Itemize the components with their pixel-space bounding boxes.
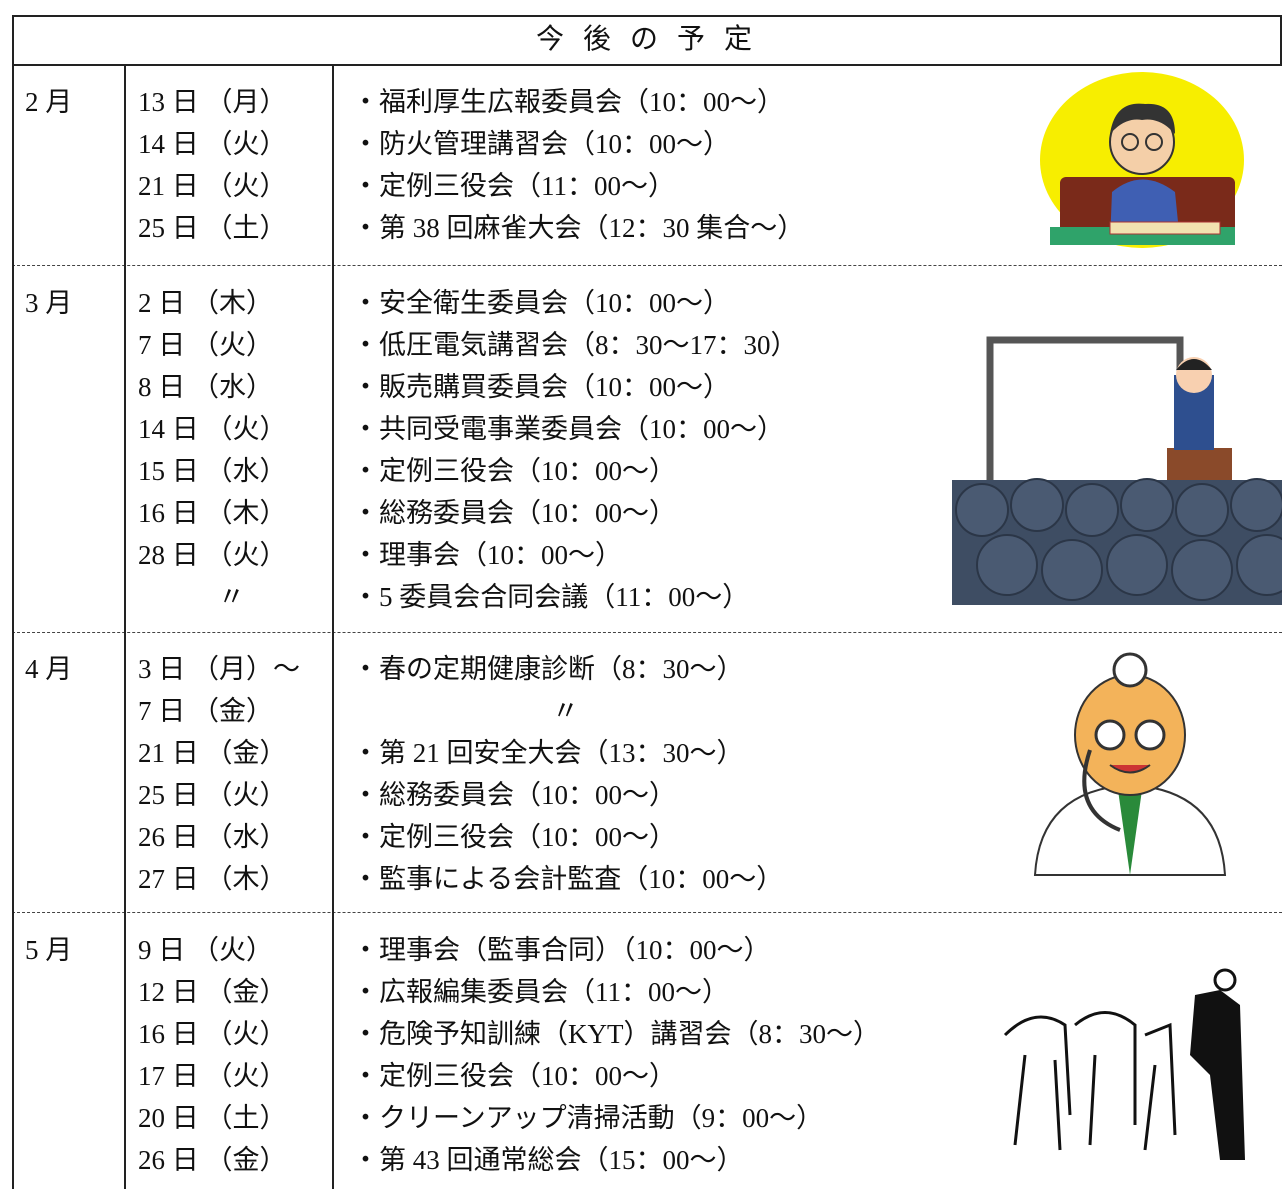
event: ・監事による会計監査（10：00～） xyxy=(352,864,784,894)
date: 14 日 （火） xyxy=(138,129,287,159)
date: 8 日 （水） xyxy=(138,372,273,402)
illustration-meeting xyxy=(1003,968,1245,1160)
date: 26 日 （水） xyxy=(138,822,287,852)
date: 25 日 （火） xyxy=(138,780,287,810)
table-border xyxy=(12,15,1282,17)
date: 12 日 （金） xyxy=(138,977,287,1007)
date: 17 日 （火） xyxy=(138,1061,287,1091)
event: ・総務委員会（10：00～） xyxy=(352,498,676,528)
event: ・防火管理講習会（10：00～） xyxy=(352,129,730,159)
date: 2 日 （木） xyxy=(138,288,273,318)
event: ・第 38 回麻雀大会（12：30 集合～） xyxy=(352,213,805,243)
event: ・定例三役会（11：00～） xyxy=(352,171,675,201)
table-border xyxy=(12,15,14,1189)
event: ・安全衛生委員会（10：00～） xyxy=(352,288,730,318)
event: ・定例三役会（10：00～） xyxy=(352,1061,676,1091)
date: 7 日 （火） xyxy=(138,330,273,360)
table-border xyxy=(12,64,1282,66)
event: ・広報編集委員会（11：00～） xyxy=(352,977,729,1007)
date: 20 日 （土） xyxy=(138,1103,287,1133)
event: 〃 xyxy=(552,696,579,726)
event: ・総務委員会（10：00～） xyxy=(352,780,676,810)
event: ・福利厚生広報委員会（10：00～） xyxy=(352,87,784,117)
event: ・販売購買委員会（10：00～） xyxy=(352,372,730,402)
date: 13 日 （月） xyxy=(138,87,287,117)
column-divider xyxy=(124,65,126,1189)
date: 21 日 （火） xyxy=(138,171,287,201)
date: 7 日 （金） xyxy=(138,696,273,726)
date: 9 日 （火） xyxy=(138,935,273,965)
illustration-lecture xyxy=(952,336,1282,605)
event: ・低圧電気講習会（8：30～17：30） xyxy=(352,330,798,360)
month: 2 月 xyxy=(25,87,73,117)
row-divider xyxy=(12,265,1282,266)
event: ・第 21 回安全大会（13：30～） xyxy=(352,738,744,768)
date: 3 日 （月）～ xyxy=(138,654,300,684)
event: ・共同受電事業委員会（10：00～） xyxy=(352,414,784,444)
title: 今 後 の 予 定 xyxy=(535,24,758,55)
date: 25 日 （土） xyxy=(138,213,287,243)
date: 26 日 （金） xyxy=(138,1145,287,1175)
date: 28 日 （火） xyxy=(138,540,287,570)
event: ・春の定期健康診断（8：30～） xyxy=(352,654,744,684)
column-divider xyxy=(332,65,334,1189)
event: ・理事会（監事合同）（10：00～） xyxy=(352,935,771,965)
event: ・5 委員会合同会議（11：00～） xyxy=(352,582,750,612)
event: ・第 43 回通常総会（15：00～） xyxy=(352,1145,744,1175)
row-divider xyxy=(12,632,1282,633)
date: 21 日 （金） xyxy=(138,738,287,768)
date: 27 日 （木） xyxy=(138,864,287,894)
event: ・定例三役会（10：00～） xyxy=(352,456,676,486)
illustration-doctor xyxy=(1033,652,1227,876)
event: ・理事会（10：00～） xyxy=(352,540,622,570)
event: ・クリーンアップ清掃活動（9：00～） xyxy=(352,1103,824,1133)
month: 5 月 xyxy=(25,935,73,965)
date: 16 日 （木） xyxy=(138,498,287,528)
event: ・危険予知訓練（KYT）講習会（8：30～） xyxy=(352,1019,880,1049)
date: 16 日 （火） xyxy=(138,1019,287,1049)
date: 15 日 （水） xyxy=(138,456,287,486)
row-divider xyxy=(12,912,1282,913)
date: 〃 xyxy=(218,582,245,612)
month: 4 月 xyxy=(25,654,73,684)
month: 3 月 xyxy=(25,288,73,318)
date: 14 日 （火） xyxy=(138,414,287,444)
event: ・定例三役会（10：00～） xyxy=(352,822,676,852)
table-border xyxy=(1280,15,1282,65)
illustration-mahjong xyxy=(1040,72,1244,248)
